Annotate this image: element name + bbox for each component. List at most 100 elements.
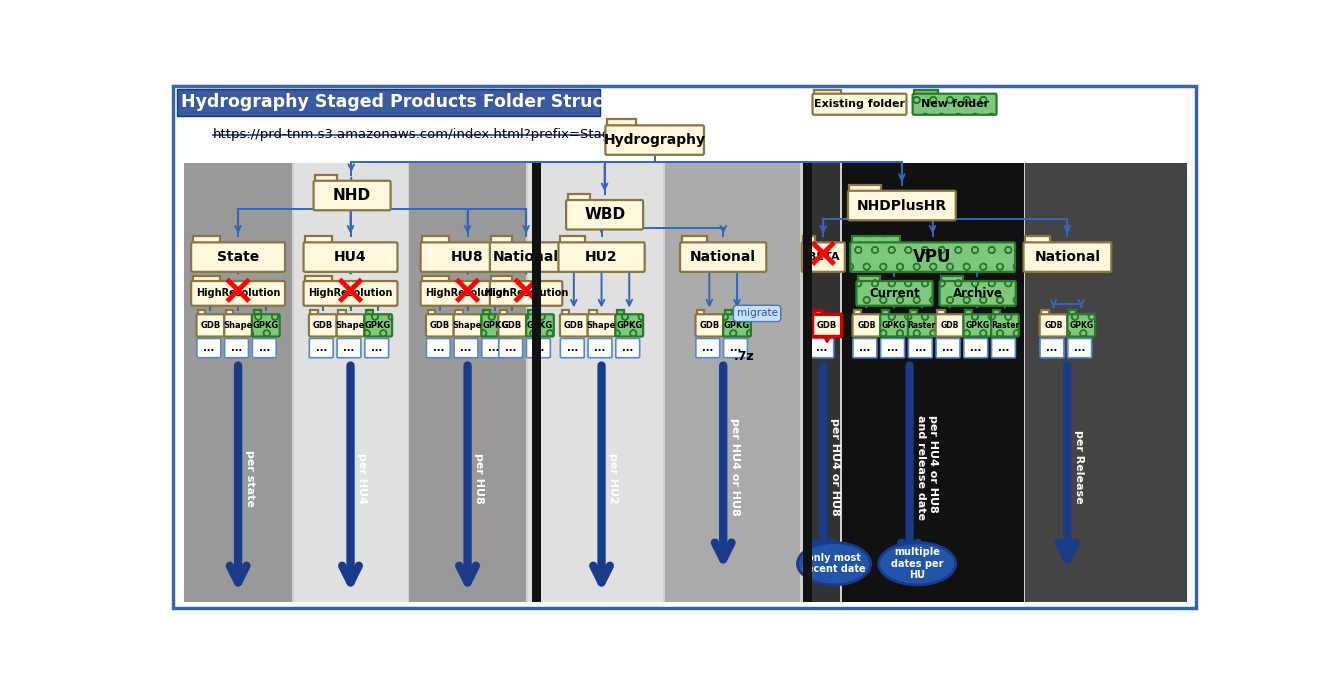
FancyBboxPatch shape: [935, 314, 963, 337]
Text: GDB: GDB: [502, 321, 522, 330]
Text: New folder: New folder: [921, 99, 989, 109]
Text: State: State: [216, 250, 259, 264]
Text: https://prd-tnm.s3.amazonaws.com/index.html?prefix=StagedProducts/: https://prd-tnm.s3.amazonaws.com/index.h…: [212, 128, 689, 142]
Text: GPKG: GPKG: [616, 321, 643, 330]
Text: per HU2: per HU2: [608, 453, 619, 504]
Polygon shape: [858, 276, 880, 282]
Text: BETA: BETA: [807, 252, 839, 262]
Polygon shape: [422, 276, 449, 282]
Text: Hydrography Staged Products Folder Structure Changes: Hydrography Staged Products Folder Struc…: [182, 93, 733, 111]
FancyBboxPatch shape: [802, 243, 844, 272]
Bar: [532, 164, 541, 602]
FancyBboxPatch shape: [1023, 243, 1112, 272]
Polygon shape: [914, 90, 938, 95]
FancyBboxPatch shape: [963, 339, 987, 358]
Polygon shape: [428, 311, 436, 316]
FancyBboxPatch shape: [912, 93, 997, 115]
FancyBboxPatch shape: [191, 243, 285, 272]
Bar: [184, 164, 1185, 602]
FancyBboxPatch shape: [498, 339, 522, 358]
Text: ...: ...: [488, 343, 500, 353]
Polygon shape: [850, 185, 880, 192]
FancyBboxPatch shape: [588, 339, 612, 358]
FancyBboxPatch shape: [196, 339, 220, 358]
Bar: [294, 164, 407, 602]
Polygon shape: [305, 276, 333, 282]
Polygon shape: [192, 276, 220, 282]
FancyBboxPatch shape: [1039, 339, 1063, 358]
Text: ...: ...: [998, 343, 1009, 353]
Bar: [409, 164, 526, 602]
FancyBboxPatch shape: [421, 243, 514, 272]
FancyBboxPatch shape: [337, 339, 361, 358]
FancyBboxPatch shape: [454, 314, 481, 337]
Text: GPKG: GPKG: [882, 321, 906, 330]
Polygon shape: [568, 194, 589, 201]
Text: GPKG: GPKG: [965, 321, 990, 330]
FancyBboxPatch shape: [303, 243, 398, 272]
Bar: [528, 164, 534, 602]
Polygon shape: [192, 236, 220, 244]
Text: ...: ...: [887, 343, 898, 353]
Text: ...: ...: [1046, 343, 1058, 353]
Text: GPKG: GPKG: [253, 321, 279, 330]
FancyBboxPatch shape: [1067, 314, 1096, 337]
Polygon shape: [1025, 236, 1050, 244]
FancyBboxPatch shape: [196, 314, 224, 337]
Text: GDB: GDB: [858, 321, 875, 330]
FancyBboxPatch shape: [560, 339, 584, 358]
Text: per state: per state: [244, 450, 255, 507]
Polygon shape: [456, 311, 462, 316]
Polygon shape: [198, 311, 206, 316]
Polygon shape: [492, 236, 512, 244]
FancyBboxPatch shape: [426, 314, 454, 337]
FancyBboxPatch shape: [174, 85, 1196, 609]
Polygon shape: [724, 311, 732, 316]
Polygon shape: [938, 311, 945, 316]
Polygon shape: [910, 311, 916, 316]
Text: Shape: Shape: [223, 321, 253, 330]
FancyBboxPatch shape: [605, 125, 704, 155]
Text: ...: ...: [729, 343, 741, 353]
FancyBboxPatch shape: [560, 314, 588, 337]
FancyBboxPatch shape: [908, 339, 933, 358]
Text: ...: ...: [231, 343, 242, 353]
Text: ...: ...: [859, 343, 871, 353]
Bar: [803, 164, 812, 602]
FancyBboxPatch shape: [616, 314, 643, 337]
Text: per HU4 or HU8: per HU4 or HU8: [731, 418, 740, 516]
Text: ...: ...: [371, 343, 382, 353]
FancyBboxPatch shape: [696, 339, 720, 358]
Text: NHD: NHD: [333, 188, 371, 203]
Text: HU4: HU4: [334, 250, 367, 264]
FancyBboxPatch shape: [724, 339, 747, 358]
Text: ...: ...: [315, 343, 327, 353]
Polygon shape: [1069, 311, 1077, 316]
FancyBboxPatch shape: [176, 89, 600, 115]
Text: HighResolution: HighResolution: [196, 289, 281, 298]
FancyBboxPatch shape: [880, 314, 908, 337]
Text: HU8: HU8: [452, 250, 484, 264]
FancyBboxPatch shape: [991, 339, 1015, 358]
Text: VPU: VPU: [914, 248, 951, 266]
FancyBboxPatch shape: [937, 339, 961, 358]
FancyBboxPatch shape: [852, 339, 876, 358]
Text: GPKG: GPKG: [365, 321, 391, 330]
FancyBboxPatch shape: [566, 200, 643, 229]
Text: NHDPlusHR: NHDPlusHR: [856, 199, 947, 212]
Text: ...: ...: [433, 343, 444, 353]
Text: Shape: Shape: [335, 321, 365, 330]
FancyBboxPatch shape: [224, 339, 248, 358]
Text: ...: ...: [203, 343, 215, 353]
Text: National: National: [1034, 250, 1101, 264]
FancyBboxPatch shape: [309, 314, 337, 337]
Polygon shape: [338, 311, 346, 316]
FancyBboxPatch shape: [616, 339, 640, 358]
FancyBboxPatch shape: [481, 314, 509, 337]
FancyBboxPatch shape: [310, 339, 333, 358]
Text: National: National: [493, 250, 558, 264]
FancyBboxPatch shape: [810, 339, 834, 358]
FancyBboxPatch shape: [1067, 339, 1092, 358]
FancyBboxPatch shape: [908, 314, 935, 337]
FancyBboxPatch shape: [482, 339, 505, 358]
